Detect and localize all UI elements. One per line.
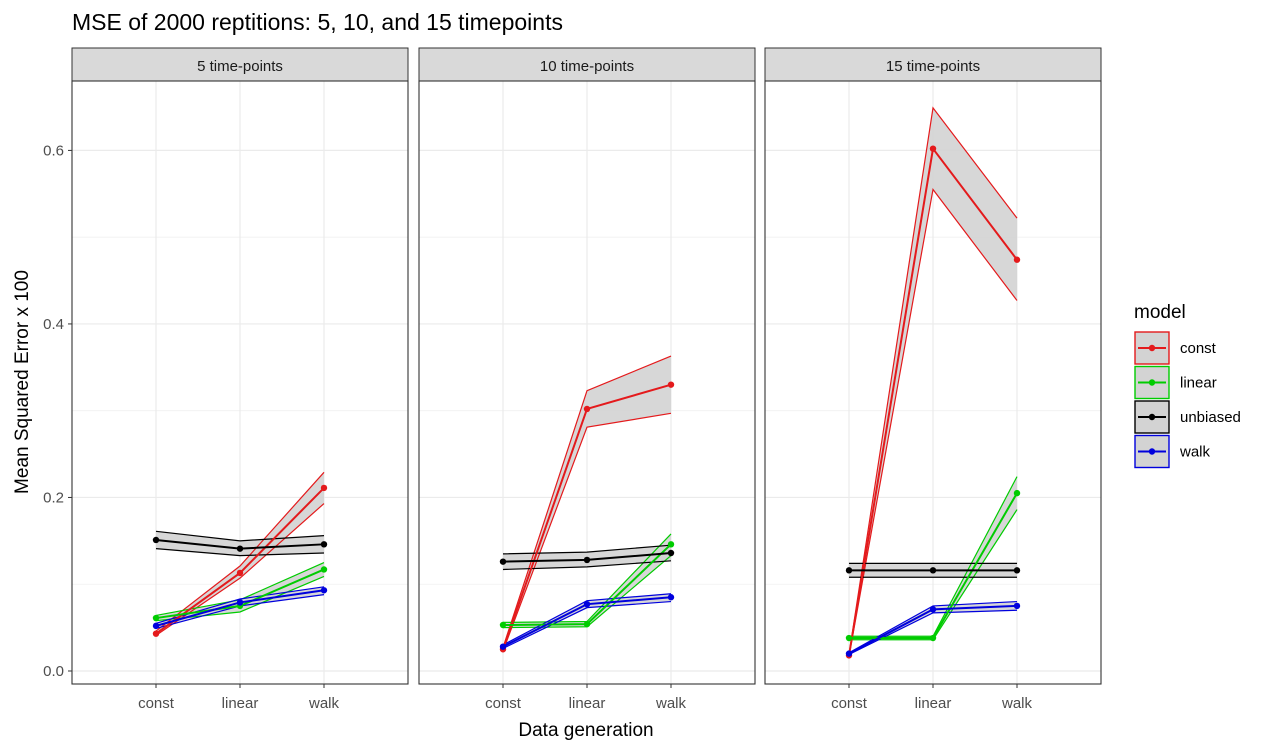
x-tick-label: linear — [569, 695, 606, 712]
legend-label: walk — [1179, 444, 1211, 461]
legend-label: linear — [1180, 375, 1217, 392]
x-tick-label: walk — [1001, 695, 1033, 712]
x-tick-label: walk — [655, 695, 687, 712]
legend-label: unbiased — [1180, 409, 1241, 426]
legend-key-point — [1148, 379, 1156, 386]
data-point-unbiased — [499, 558, 507, 565]
data-point-unbiased — [320, 541, 328, 548]
data-point-linear — [152, 614, 160, 622]
data-point-linear — [667, 541, 675, 548]
data-point-linear — [583, 620, 591, 628]
x-tick-label: walk — [308, 695, 340, 712]
chart-title: MSE of 2000 reptitions: 5, 10, and 15 ti… — [72, 9, 563, 35]
data-point-const — [929, 145, 937, 152]
facet-strip-label: 15 time-points — [886, 58, 980, 75]
facet-panel-3: 15 time-points const linear walk — [764, 47, 1102, 712]
legend-entry-walk: walk — [1134, 434, 1211, 469]
data-point-walk — [320, 587, 328, 594]
data-point-unbiased — [845, 567, 853, 574]
data-point-const — [1013, 256, 1021, 263]
data-point-linear — [845, 634, 853, 642]
y-tick-label: 0.6 — [43, 142, 64, 159]
legend-key-point — [1148, 344, 1156, 352]
data-point-const — [236, 569, 244, 577]
ribbon-linear — [849, 476, 1017, 640]
data-point-unbiased — [667, 549, 675, 557]
data-point-const — [152, 630, 160, 637]
legend: model const linear unbiased walk — [1134, 302, 1241, 469]
data-point-walk — [583, 600, 591, 608]
ribbon-upper-edge-const — [155, 471, 325, 632]
legend-key-point — [1148, 448, 1156, 455]
data-point-unbiased — [152, 536, 160, 544]
data-point-walk — [1013, 602, 1021, 610]
y-tick-label: 0.4 — [43, 316, 64, 333]
ribbon-lower-edge-walk — [848, 609, 1018, 656]
x-tick-label: const — [138, 695, 175, 712]
data-point-walk — [929, 606, 937, 613]
ribbon-upper-edge-walk — [155, 586, 325, 624]
data-point-linear — [929, 634, 937, 642]
data-point-walk — [667, 594, 675, 601]
ribbon-upper-edge-unbiased — [155, 530, 325, 542]
legend-entry-linear: linear — [1134, 365, 1217, 400]
ribbon-lower-edge-walk — [502, 600, 672, 649]
ribbon-lower-edge-const — [502, 412, 672, 652]
facet-strip-1 — [71, 47, 409, 82]
x-axis-title: Data generation — [518, 720, 653, 741]
data-point-unbiased — [583, 556, 591, 564]
ribbon-lower-edge-unbiased — [155, 548, 325, 557]
x-tick-label: linear — [915, 695, 952, 712]
data-point-unbiased — [1013, 567, 1021, 574]
x-tick-label: const — [485, 695, 522, 712]
y-tick-label: 0.0 — [43, 663, 64, 680]
ribbon-upper-edge-walk — [502, 593, 672, 646]
data-point-const — [320, 484, 328, 492]
x-tick-label: linear — [222, 695, 259, 712]
x-tick-label: const — [831, 695, 868, 712]
y-axis-title: Mean Squared Error x 100 — [12, 270, 33, 494]
legend-entry-unbiased: unbiased — [1134, 400, 1241, 434]
data-point-unbiased — [236, 545, 244, 552]
ribbon-lower-edge-const — [155, 503, 325, 636]
facet-panel-2: 10 time-points const linear walk — [418, 47, 756, 712]
facet-strip-2 — [418, 47, 756, 82]
data-point-walk — [499, 643, 507, 650]
ribbon-const — [503, 356, 671, 652]
data-point-const — [583, 405, 591, 413]
facet-strip-label: 10 time-points — [540, 58, 634, 75]
legend-entry-const: const — [1134, 331, 1217, 365]
ribbon-linear — [503, 533, 671, 628]
data-point-walk — [236, 599, 244, 606]
data-point-linear — [499, 621, 507, 629]
facet-panel-1: 5 time-points const linear walk — [71, 47, 409, 712]
y-tick-label: 0.2 — [43, 489, 64, 506]
ribbon-unbiased — [156, 531, 324, 556]
facet-strip-label: 5 time-points — [197, 58, 283, 75]
data-point-linear — [320, 566, 328, 573]
legend-label: const — [1180, 340, 1217, 357]
legend-title: model — [1134, 302, 1186, 323]
data-point-unbiased — [929, 567, 937, 574]
data-point-linear — [1013, 489, 1021, 497]
ribbon-upper-edge-const — [848, 106, 1018, 655]
data-point-walk — [152, 622, 160, 630]
data-point-walk — [845, 650, 853, 657]
y-axis: 0.0 0.2 0.4 0.6 — [43, 142, 72, 680]
legend-key-point — [1148, 413, 1156, 421]
ribbon-upper-edge-unbiased — [502, 544, 672, 555]
ribbon-lower-edge-const — [848, 187, 1018, 657]
data-point-const — [667, 381, 675, 388]
facet-strip-3 — [764, 47, 1102, 82]
